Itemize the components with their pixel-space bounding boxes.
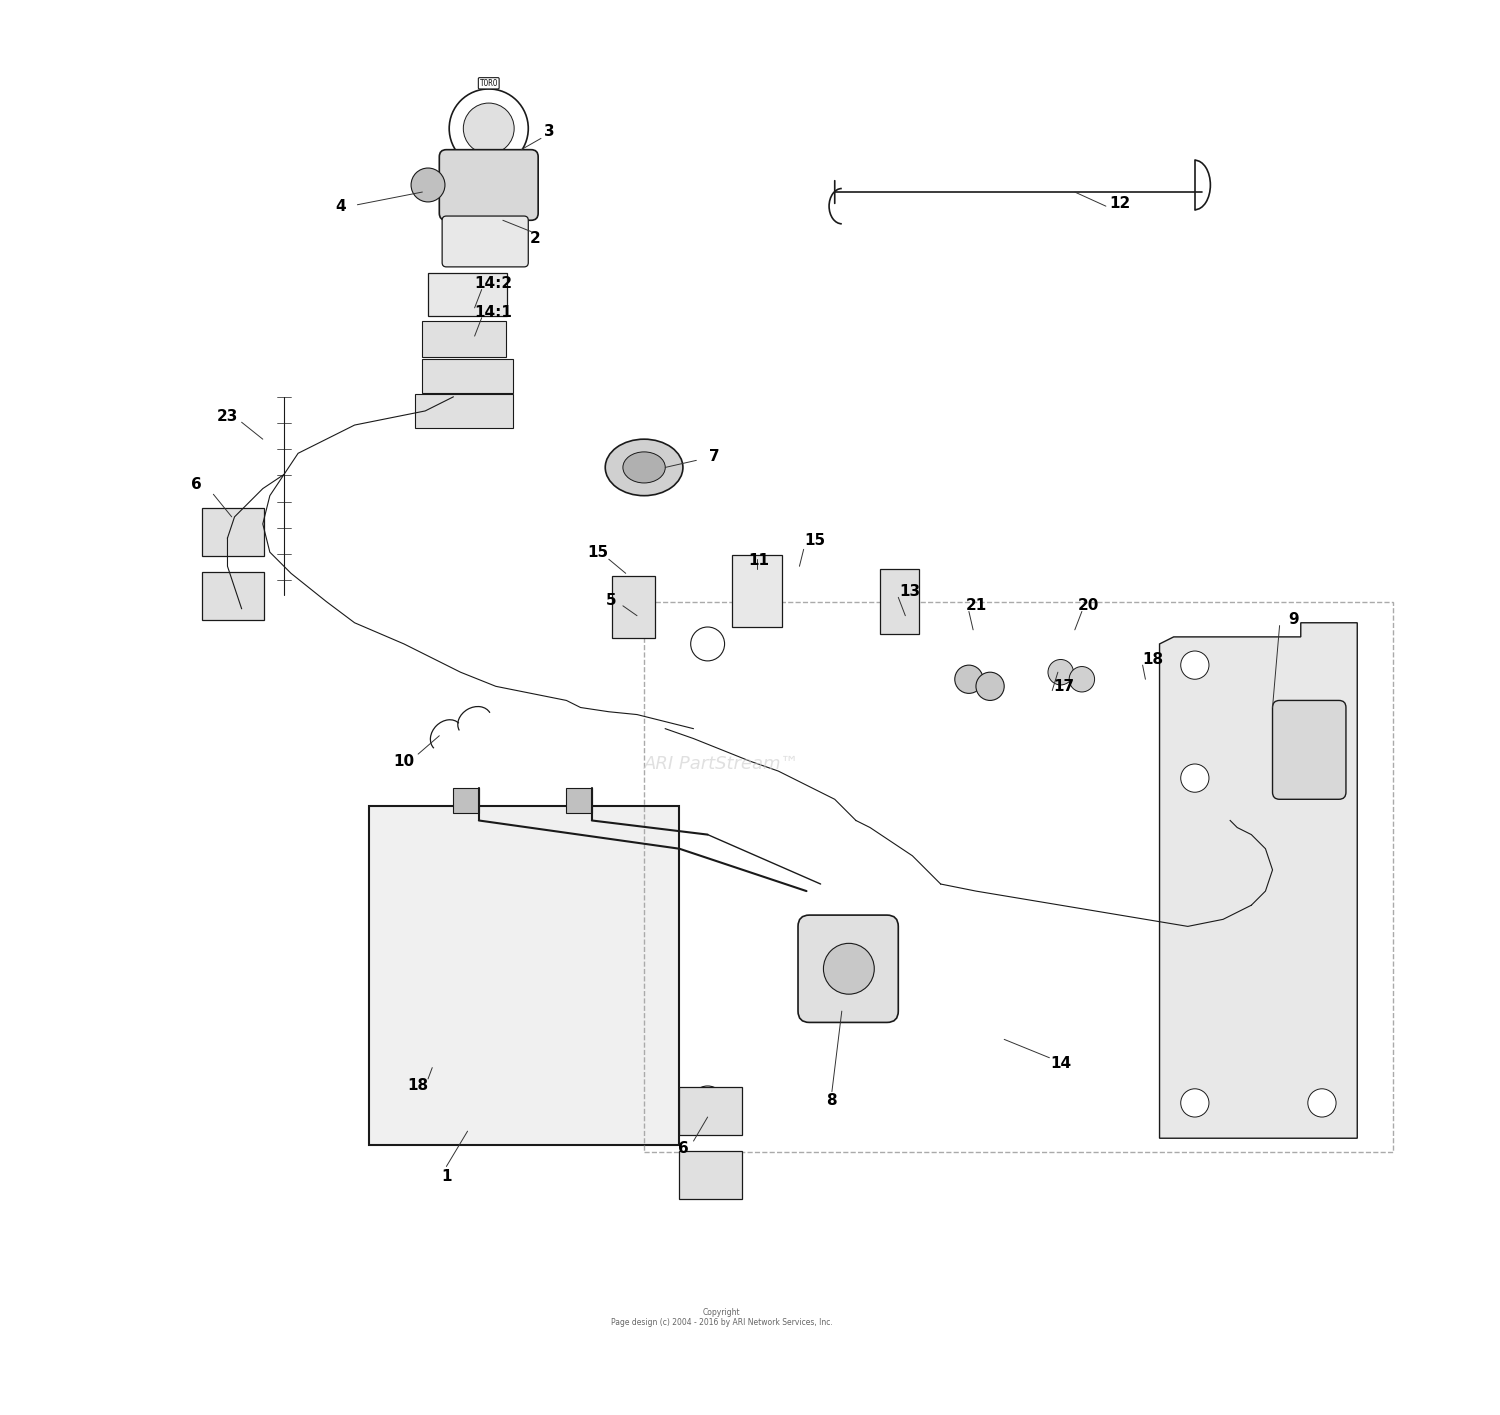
Ellipse shape bbox=[604, 439, 682, 495]
Circle shape bbox=[956, 665, 982, 693]
Circle shape bbox=[1180, 764, 1209, 792]
FancyBboxPatch shape bbox=[680, 1087, 741, 1135]
Circle shape bbox=[976, 672, 1004, 700]
Circle shape bbox=[1048, 659, 1074, 685]
Text: 18: 18 bbox=[408, 1078, 429, 1094]
FancyBboxPatch shape bbox=[732, 555, 783, 627]
Text: 7: 7 bbox=[710, 449, 720, 464]
FancyBboxPatch shape bbox=[423, 358, 513, 392]
FancyBboxPatch shape bbox=[798, 916, 898, 1023]
Text: 6: 6 bbox=[678, 1140, 688, 1156]
Text: 15: 15 bbox=[586, 545, 608, 560]
FancyBboxPatch shape bbox=[612, 576, 656, 638]
Text: 5: 5 bbox=[606, 593, 616, 607]
Text: 10: 10 bbox=[393, 754, 414, 768]
Text: 20: 20 bbox=[1078, 599, 1100, 613]
Text: 18: 18 bbox=[1142, 652, 1162, 666]
Text: 23: 23 bbox=[217, 409, 238, 424]
FancyBboxPatch shape bbox=[416, 393, 513, 427]
Circle shape bbox=[1180, 651, 1209, 679]
Bar bbox=[453, 788, 478, 814]
Circle shape bbox=[1312, 1085, 1346, 1119]
Text: 3: 3 bbox=[544, 125, 555, 139]
FancyBboxPatch shape bbox=[442, 216, 528, 267]
Text: 17: 17 bbox=[1053, 679, 1074, 693]
FancyBboxPatch shape bbox=[202, 508, 264, 556]
Circle shape bbox=[464, 103, 514, 154]
Text: 14: 14 bbox=[1050, 1056, 1071, 1071]
Text: 12: 12 bbox=[1110, 195, 1131, 211]
Text: 14:2: 14:2 bbox=[474, 276, 512, 291]
Text: 1: 1 bbox=[441, 1169, 452, 1184]
Circle shape bbox=[1180, 1088, 1209, 1116]
Circle shape bbox=[690, 627, 724, 661]
Text: 11: 11 bbox=[748, 553, 770, 569]
Text: 9: 9 bbox=[1288, 613, 1299, 627]
Text: 14:1: 14:1 bbox=[474, 304, 512, 320]
Text: 13: 13 bbox=[898, 584, 920, 599]
Text: 21: 21 bbox=[966, 599, 987, 613]
Circle shape bbox=[1308, 1088, 1336, 1116]
Text: 6: 6 bbox=[190, 477, 202, 492]
FancyBboxPatch shape bbox=[880, 569, 920, 634]
FancyBboxPatch shape bbox=[427, 273, 507, 317]
Circle shape bbox=[690, 1085, 724, 1119]
Text: 8: 8 bbox=[827, 1092, 837, 1108]
Text: TORO: TORO bbox=[480, 79, 498, 88]
Ellipse shape bbox=[622, 451, 666, 483]
Text: 15: 15 bbox=[804, 533, 825, 549]
Polygon shape bbox=[1160, 623, 1358, 1138]
Text: Copyright
Page design (c) 2004 - 2016 by ARI Network Services, Inc.: Copyright Page design (c) 2004 - 2016 by… bbox=[610, 1307, 833, 1327]
Circle shape bbox=[1312, 627, 1346, 661]
Text: 2: 2 bbox=[530, 231, 540, 246]
Text: 4: 4 bbox=[334, 198, 346, 214]
FancyBboxPatch shape bbox=[680, 1150, 741, 1199]
Circle shape bbox=[824, 944, 874, 995]
FancyBboxPatch shape bbox=[440, 150, 538, 221]
FancyBboxPatch shape bbox=[202, 572, 264, 620]
Circle shape bbox=[1070, 666, 1095, 692]
Circle shape bbox=[411, 168, 446, 202]
FancyBboxPatch shape bbox=[369, 807, 680, 1145]
FancyBboxPatch shape bbox=[1272, 700, 1346, 799]
Bar bbox=[567, 788, 592, 814]
Text: ARI PartStream™: ARI PartStream™ bbox=[644, 756, 800, 773]
FancyBboxPatch shape bbox=[423, 321, 506, 357]
